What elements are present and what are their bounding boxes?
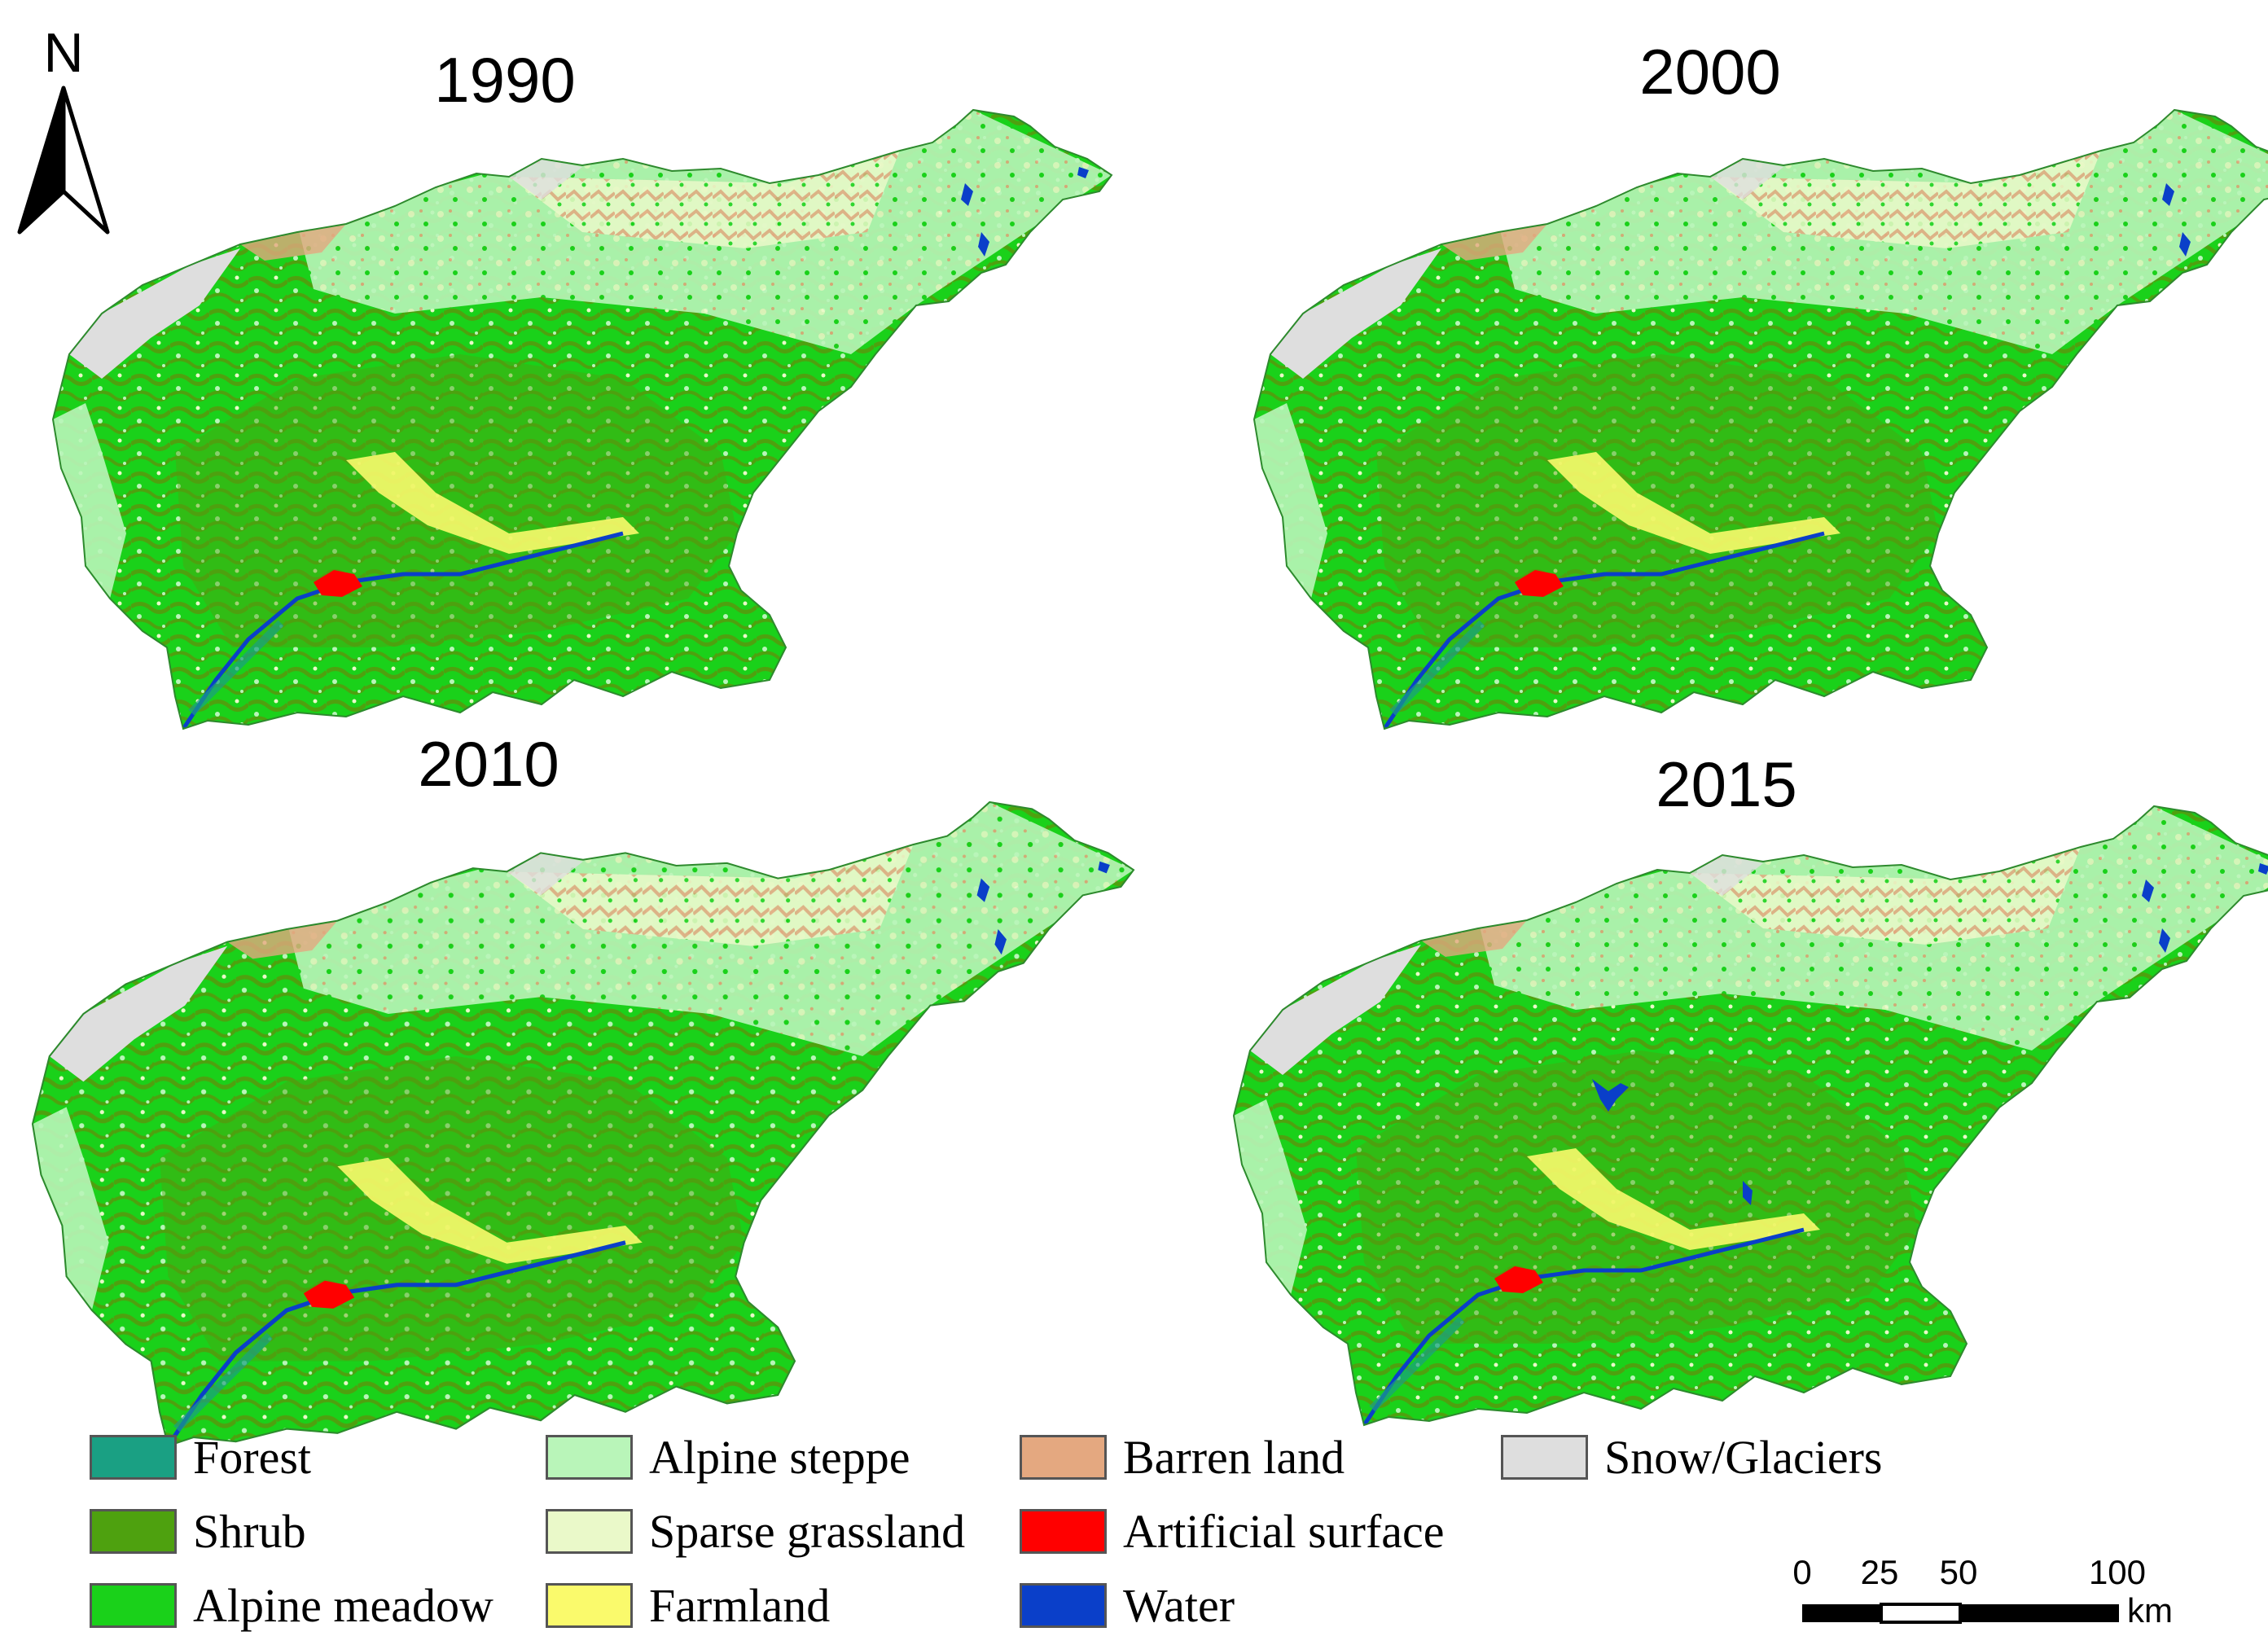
map-year-label: 2010 [418, 728, 559, 800]
scale-tick-label: 50 [1940, 1553, 1978, 1591]
north-label: N [43, 22, 83, 84]
scale-segment [1880, 1603, 1962, 1624]
map-2000 [1238, 94, 2268, 745]
map-panel-2015: 2015 [1217, 748, 2268, 1441]
reservoir-shape [1743, 1181, 1753, 1205]
north-arrow: N [17, 22, 110, 235]
scale-tick-label: 0 [1792, 1553, 1811, 1591]
map-2010 [15, 785, 1167, 1463]
map-2015 [1217, 790, 2268, 1441]
map-year-label: 1990 [434, 44, 576, 116]
north-arrow-icon [17, 86, 110, 235]
scale-bar: 0 25 50 100 km [1792, 1553, 2173, 1630]
reservoir-shape [1592, 1079, 1629, 1112]
scale-tick-label: 25 [1861, 1553, 1899, 1591]
scale-unit: km [2127, 1591, 2173, 1630]
map-panel-2010: 2010 [15, 728, 1167, 1463]
map-1990 [37, 94, 1144, 745]
map-panel-2000: 2000 [1238, 36, 2268, 745]
map-year-label: 2015 [1656, 748, 1797, 820]
map-year-label: 2000 [1639, 36, 1781, 107]
scale-tick-label: 100 [2089, 1553, 2146, 1591]
scale-segment [1960, 1604, 2119, 1622]
map-panel-1990: 1990 [37, 44, 1144, 745]
scale-segment [1802, 1604, 1881, 1622]
